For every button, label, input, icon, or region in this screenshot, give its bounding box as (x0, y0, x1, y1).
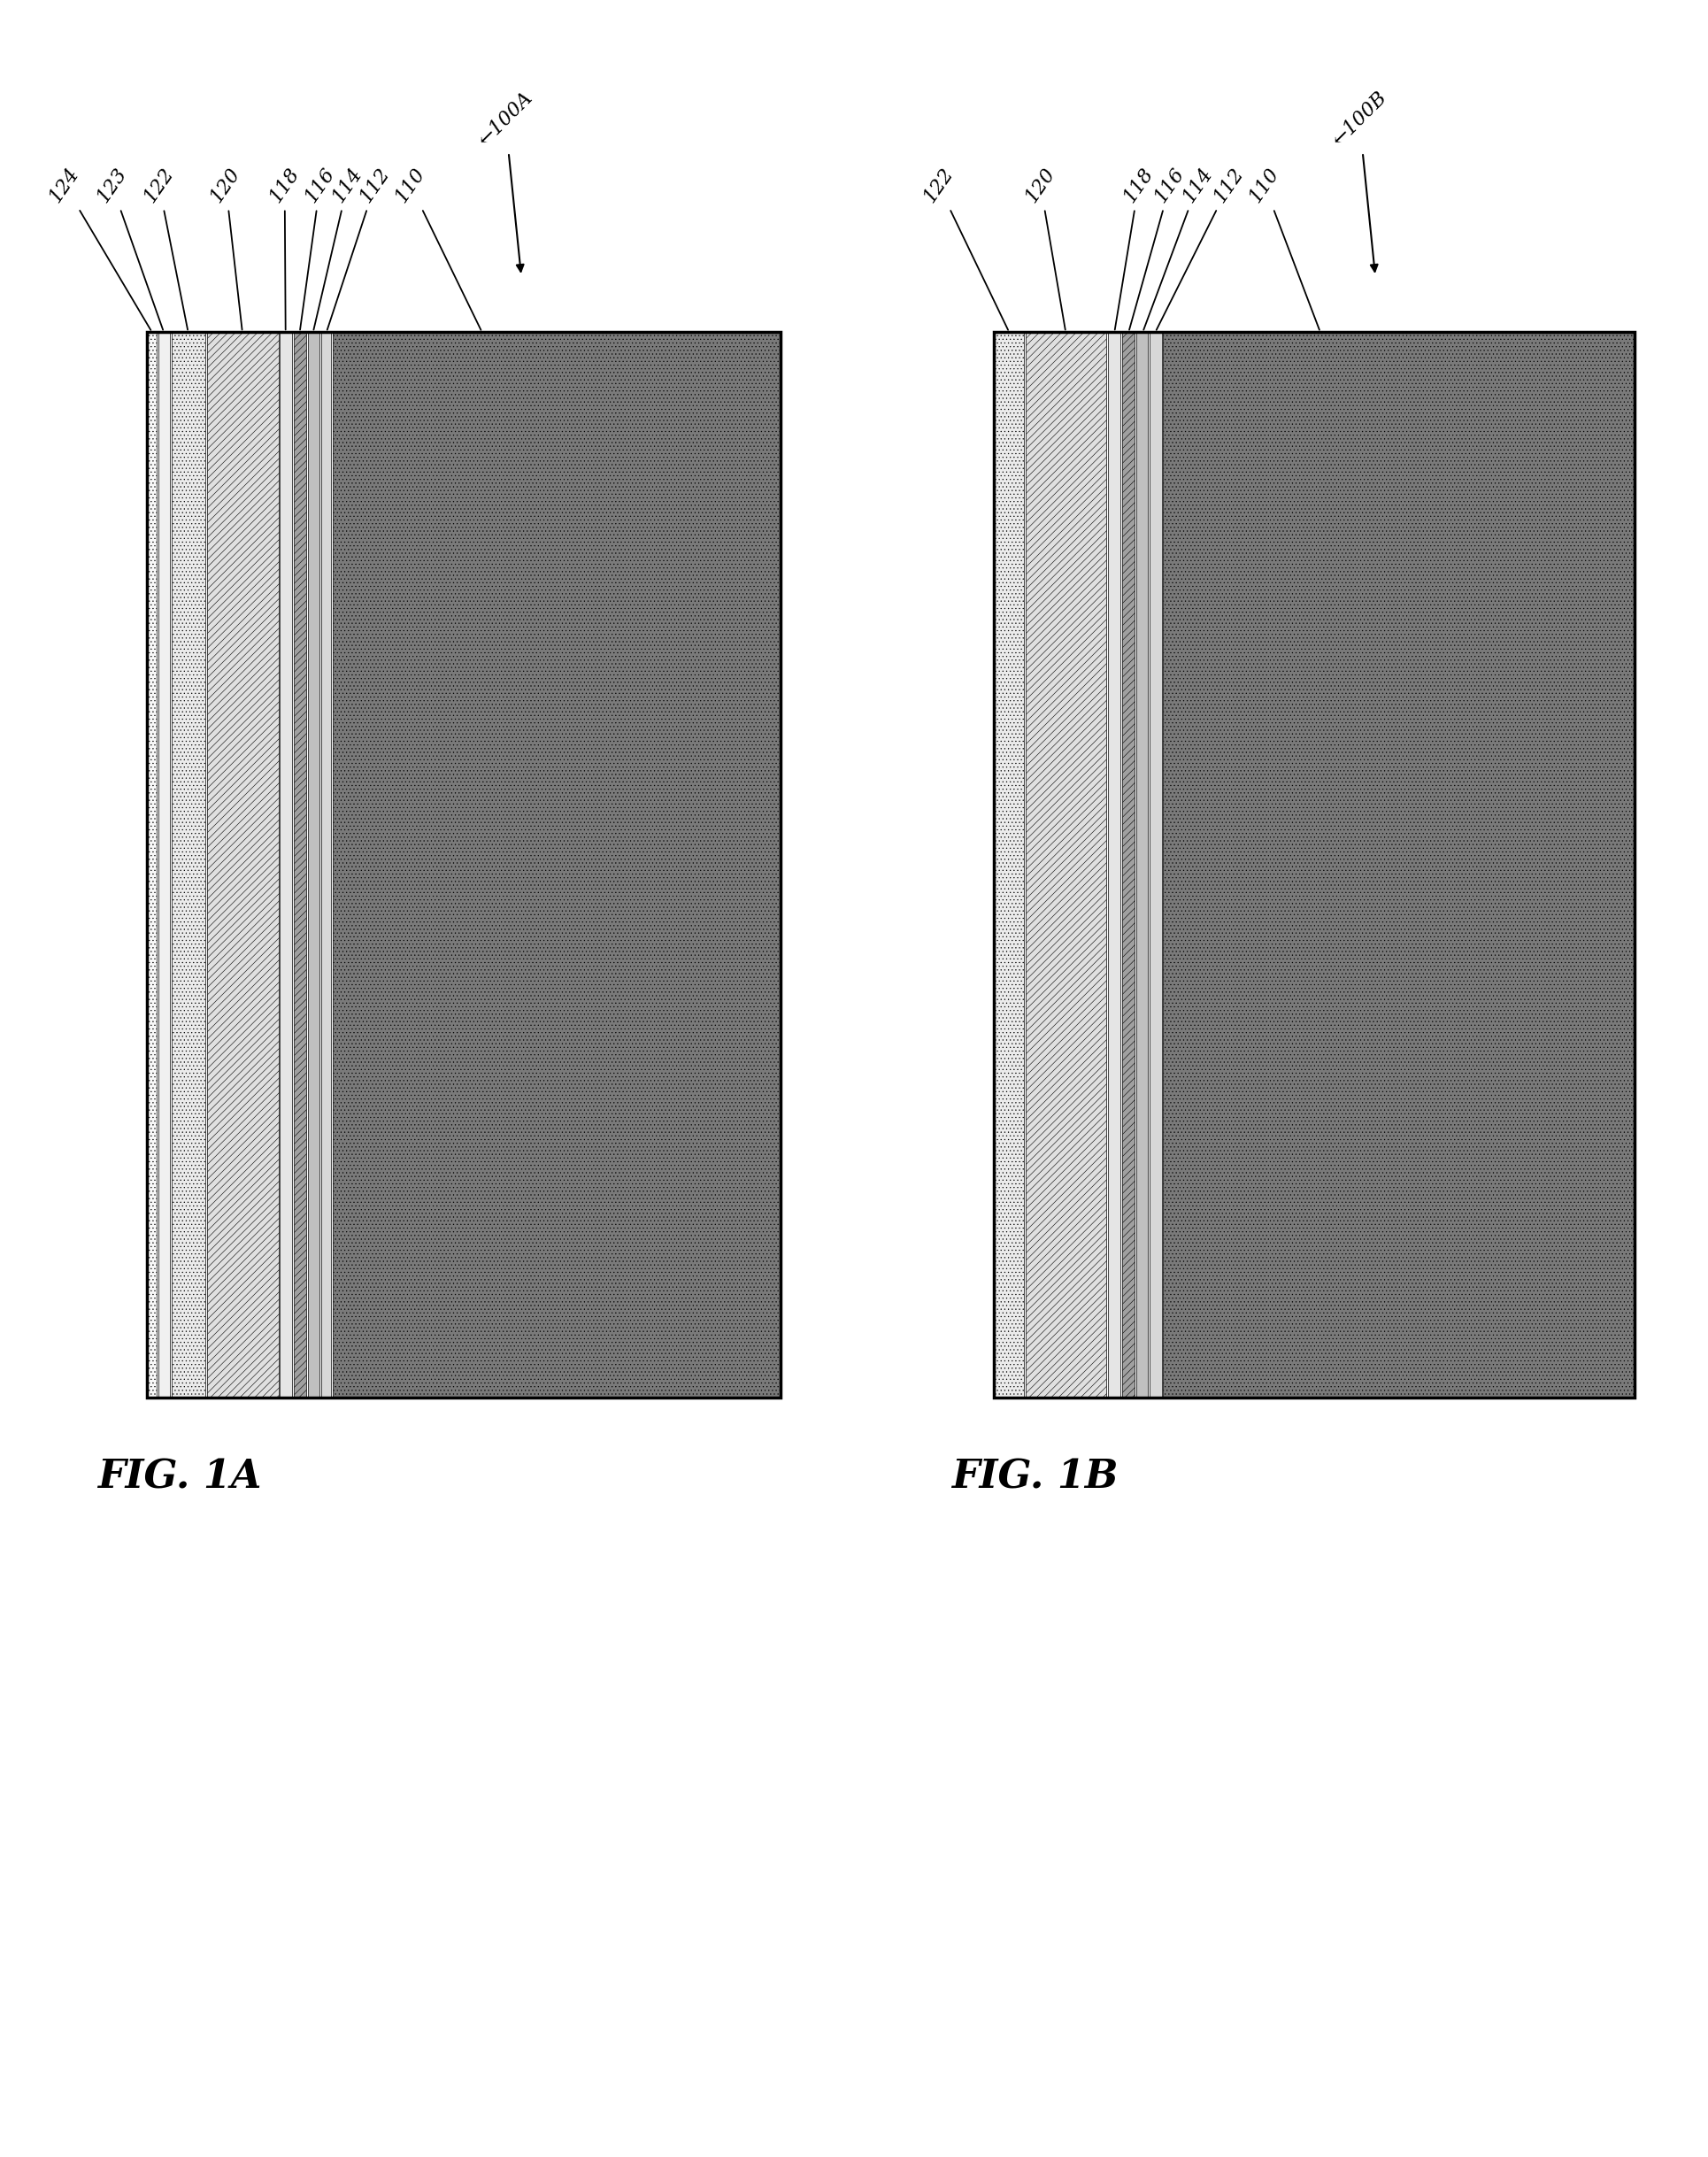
Text: 112: 112 (1156, 164, 1249, 330)
Bar (280, 332, 292, 1398)
Bar (1122, 332, 1134, 1398)
Text: 120: 120 (207, 164, 244, 330)
Text: ←100B: ←100B (1329, 88, 1390, 272)
Text: 123: 123 (92, 164, 162, 330)
Bar (171, 332, 205, 1398)
Bar (1025, 332, 1107, 1398)
Bar (1163, 332, 1635, 1398)
Bar (321, 332, 331, 1398)
Text: 116: 116 (1129, 164, 1189, 330)
Bar (159, 332, 171, 1398)
Bar (1108, 332, 1120, 1398)
Text: 122: 122 (919, 164, 1008, 330)
Text: 112: 112 (328, 164, 395, 330)
Text: 118: 118 (1115, 164, 1158, 330)
Text: FIG. 1B: FIG. 1B (951, 1458, 1117, 1497)
Text: ←100A: ←100A (475, 88, 536, 272)
Bar (333, 332, 781, 1398)
Text: 124: 124 (46, 164, 150, 330)
Text: 114: 114 (314, 164, 366, 330)
Text: 110: 110 (391, 164, 482, 330)
Text: FIG. 1A: FIG. 1A (97, 1458, 261, 1497)
Bar (307, 332, 319, 1398)
Bar (294, 332, 306, 1398)
Text: 110: 110 (1245, 164, 1319, 330)
Bar (994, 332, 1025, 1398)
Bar (1136, 332, 1148, 1398)
Text: 122: 122 (140, 164, 188, 330)
Bar (1149, 332, 1161, 1398)
Bar (994, 332, 1635, 1398)
Text: 118: 118 (266, 164, 304, 330)
Bar (207, 332, 278, 1398)
Bar (147, 332, 157, 1398)
Text: 114: 114 (1144, 164, 1216, 330)
Text: 116: 116 (301, 164, 338, 330)
Text: 120: 120 (1021, 164, 1066, 330)
Bar (147, 332, 781, 1398)
